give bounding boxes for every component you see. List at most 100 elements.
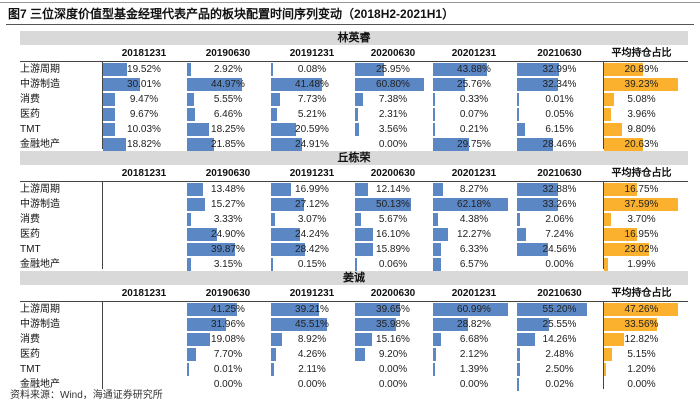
cell-value: 62.18% [457, 199, 491, 210]
table-cell: 15.16% [354, 332, 432, 347]
cell-value: 1.39% [459, 364, 489, 375]
cell-value: 0.06% [378, 259, 408, 270]
value-bar [517, 138, 554, 151]
table-row: TMT 0.01% 2.11% 0.00% 1.39% 2.50% 1.20% [8, 362, 688, 377]
cell-value: 45.51% [295, 319, 329, 330]
table-cell: 20.63% [603, 137, 680, 152]
value-bar [187, 138, 214, 151]
value-bar [271, 138, 302, 151]
top-border [0, 2, 700, 3]
value-bar [433, 63, 487, 76]
value-bar [355, 108, 358, 121]
header-rule [20, 301, 688, 302]
table-cell: 3.33% [186, 212, 270, 227]
average-bar [604, 123, 623, 136]
average-bar [604, 258, 608, 271]
column-header: 20191231 [289, 168, 335, 179]
table-row: 消费 3.33% 3.07% 5.67% 4.38% 2.06% 3.70% [8, 212, 688, 227]
table-cell: 27.12% [270, 197, 354, 212]
column-divider [102, 61, 103, 149]
table-cell: 32.88% [516, 182, 603, 197]
value-bar [355, 333, 373, 346]
value-bar [517, 378, 519, 391]
cell-value: 25.76% [457, 79, 491, 90]
table-cell: 3.15% [186, 257, 270, 272]
value-bar [187, 348, 197, 361]
average-bar [604, 108, 612, 121]
table-cell: 13.48% [186, 182, 270, 197]
row-label: 中游制造 [20, 319, 60, 330]
table-cell: 47.26% [603, 302, 680, 317]
average-bar [604, 183, 637, 196]
table-cell: 8.27% [432, 182, 516, 197]
table-row: 消费 19.08% 8.92% 15.16% 6.68% 14.26% 12.82% [8, 332, 688, 347]
value-bar [517, 63, 559, 76]
cell-value: 16.95% [624, 229, 659, 240]
table-row: 消费 9.47% 5.55% 7.73% 7.38% 0.33% 0.01% 5.08% [8, 92, 688, 107]
cell-value: 19.08% [211, 334, 245, 345]
value-bar [433, 258, 441, 271]
table-cell: 9.67% [102, 107, 186, 122]
cell-value: 0.08% [297, 64, 327, 75]
cell-value: 55.20% [542, 304, 577, 315]
value-bar [517, 348, 521, 361]
table-row: 中游制造 15.27% 27.12% 50.13% 62.18% 33.26% 37.59% [8, 197, 688, 212]
table-cell: 23.02% [603, 242, 680, 257]
cell-value: 0.00% [213, 379, 243, 390]
table-cell: 31.96% [186, 317, 270, 332]
average-bar [604, 318, 657, 331]
table-cell: 0.08% [270, 62, 354, 77]
table-cell: 10.03% [102, 122, 186, 137]
value-bar [187, 123, 210, 136]
table-cell: 33.56% [603, 317, 680, 332]
value-bar [355, 243, 373, 256]
value-bar [187, 198, 206, 211]
table-cell: 4.26% [270, 347, 354, 362]
value-bar [433, 183, 443, 196]
cell-value: 27.12% [295, 199, 329, 210]
table-cell: 21.85% [186, 137, 270, 152]
table-cell: 25.95% [354, 62, 432, 77]
cell-value: 37.59% [624, 199, 659, 210]
cell-value: 2.48% [545, 349, 574, 360]
value-bar [271, 303, 319, 316]
table-cell: 24.24% [270, 227, 354, 242]
cell-value: 24.56% [542, 244, 577, 255]
cell-value: 28.46% [542, 139, 577, 150]
cell-value: 6.33% [459, 244, 489, 255]
value-bar [355, 63, 385, 76]
cell-value: 6.46% [213, 109, 243, 120]
cell-value: 29.75% [457, 139, 491, 150]
table-cell: 0.05% [516, 107, 603, 122]
figure-title: 图7 三位深度价值型基金经理代表产品的板块配置时间序列变动（2018H2-202… [8, 7, 455, 21]
table-cell: 5.21% [270, 107, 354, 122]
column-header: 20210630 [537, 168, 582, 179]
value-bar [187, 333, 211, 346]
cell-value: 0.15% [297, 259, 327, 270]
table-row: TMT 39.87% 28.42% 15.89% 6.33% 24.56% 23.02% [8, 242, 688, 257]
table-cell: 6.57% [432, 257, 516, 272]
value-bar [187, 303, 238, 316]
value-bar [517, 198, 559, 211]
cell-value: 15.16% [376, 334, 410, 345]
cell-value: 0.02% [545, 379, 574, 390]
cell-value: 14.26% [542, 334, 577, 345]
table-cell: 0.00% [186, 377, 270, 392]
cell-value: 0.00% [459, 379, 489, 390]
table-cell: 7.38% [354, 92, 432, 107]
column-header: 20210630 [537, 288, 582, 299]
table-cell [102, 227, 186, 242]
table-cell: 2.48% [516, 347, 603, 362]
cell-value: 2.92% [213, 64, 243, 75]
value-bar [433, 333, 442, 346]
table-cell: 32.99% [516, 62, 603, 77]
cell-value: 18.82% [127, 139, 161, 150]
cell-value: 3.56% [378, 124, 408, 135]
cell-value: 0.05% [545, 109, 574, 120]
cell-value: 18.25% [211, 124, 245, 135]
table-cell: 2.11% [270, 362, 354, 377]
value-bar [433, 108, 435, 121]
column-header: 20191231 [289, 48, 335, 59]
row-label: 金融地产 [20, 139, 60, 150]
column-header: 20181231 [121, 288, 167, 299]
